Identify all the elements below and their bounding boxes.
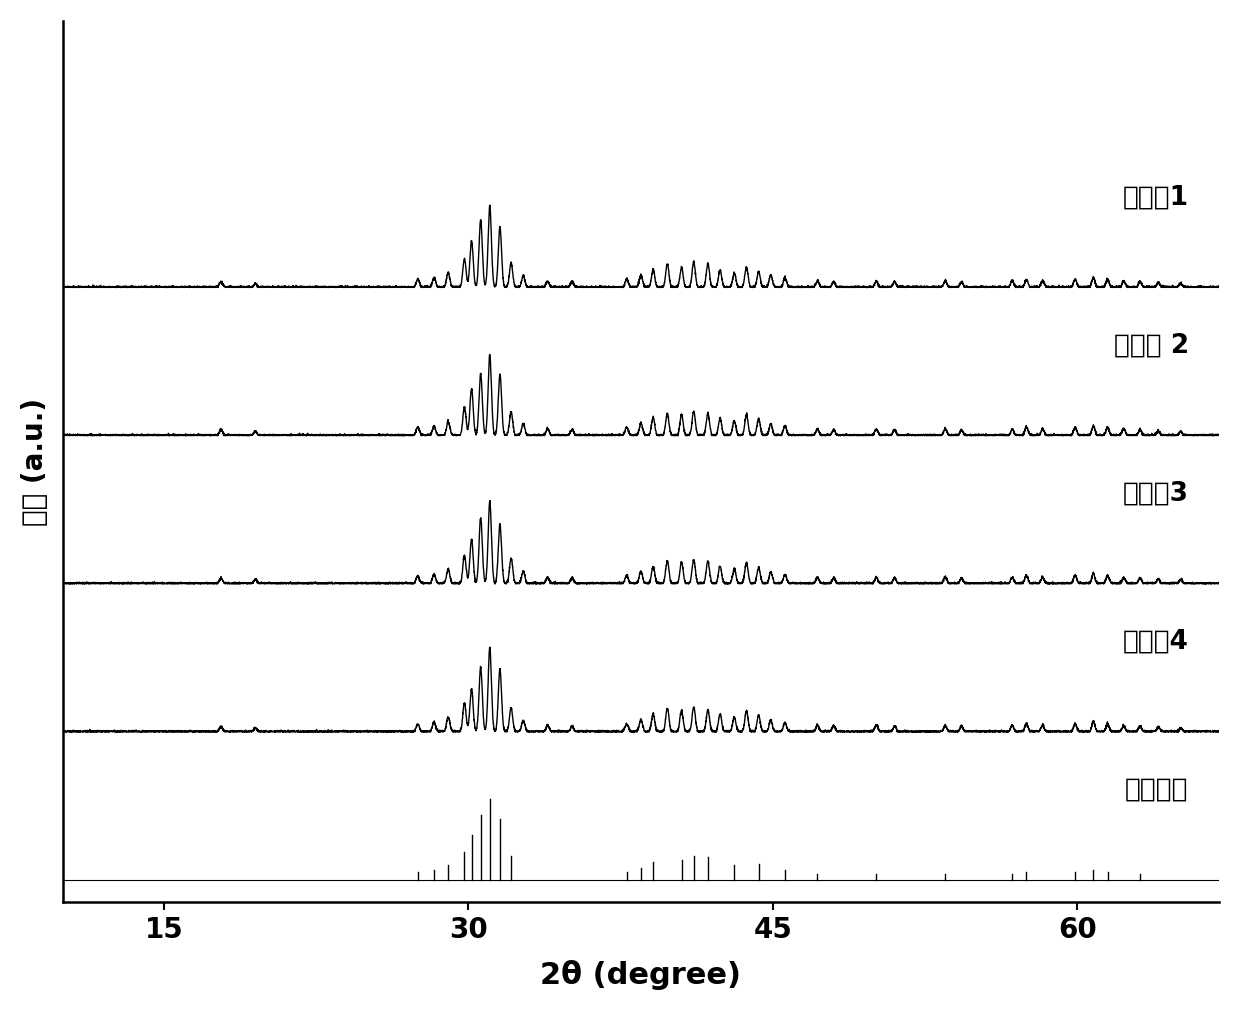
Y-axis label: 强度 (a.u.): 强度 (a.u.) bbox=[21, 397, 48, 526]
X-axis label: 2θ (degree): 2θ (degree) bbox=[541, 960, 742, 990]
Text: 实施例 2: 实施例 2 bbox=[1114, 333, 1189, 359]
Text: 理论衍射: 理论衍射 bbox=[1125, 777, 1189, 803]
Text: 实施例4: 实施例4 bbox=[1123, 629, 1189, 655]
Text: 实施例1: 实施例1 bbox=[1122, 184, 1189, 210]
Text: 实施例3: 实施例3 bbox=[1122, 481, 1189, 507]
